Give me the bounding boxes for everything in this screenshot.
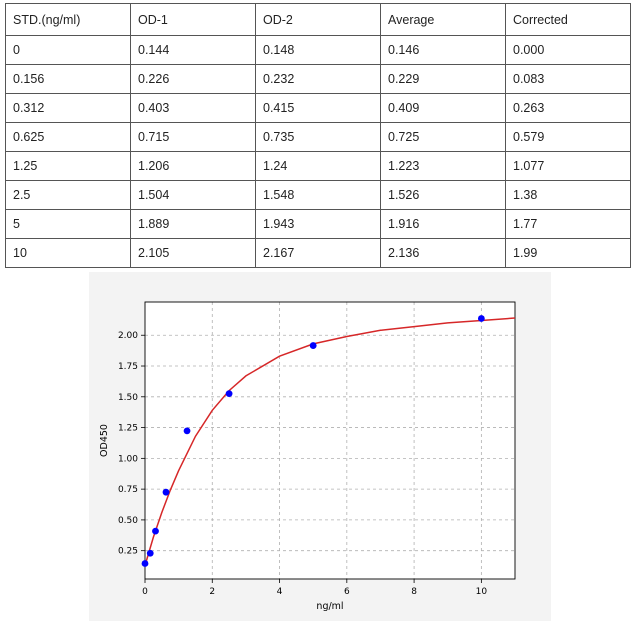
table-cell: 0.715 bbox=[130, 122, 256, 152]
header-cell: OD-1 bbox=[130, 3, 256, 36]
table-cell: 0.312 bbox=[5, 93, 131, 123]
data-point bbox=[183, 427, 191, 435]
data-point bbox=[225, 390, 233, 397]
y-tick-label: 1.00 bbox=[118, 454, 138, 464]
table-cell: 1.943 bbox=[255, 209, 381, 239]
data-point bbox=[141, 560, 149, 567]
table-cell: 1.206 bbox=[130, 151, 256, 181]
y-axis-label: OD450 bbox=[99, 424, 110, 457]
table-row: 0.312 0.403 0.415 0.409 0.263 bbox=[5, 93, 631, 123]
table-cell: 0.415 bbox=[255, 93, 381, 123]
table-cell: 1.526 bbox=[380, 180, 506, 210]
table-cell: 0.083 bbox=[505, 64, 631, 94]
table-cell: 0.725 bbox=[380, 122, 506, 152]
standards-table: STD.(ng/ml) OD-1 OD-2 Average Corrected 0 0.14… bbox=[5, 3, 631, 268]
table-row: 2.5 1.504 1.548 1.526 1.38 bbox=[5, 180, 631, 210]
table-cell: 1.223 bbox=[380, 151, 506, 181]
fit-curve-line bbox=[144, 317, 516, 566]
table-cell: 1.916 bbox=[380, 209, 506, 239]
table-cell: 0.625 bbox=[5, 122, 131, 152]
table-cell: 0.148 bbox=[255, 35, 381, 65]
table-row: 0.625 0.715 0.735 0.725 0.579 bbox=[5, 122, 631, 152]
y-tick-label: 2.00 bbox=[118, 331, 138, 341]
table-row: 1.25 1.206 1.24 1.223 1.077 bbox=[5, 151, 631, 181]
standard-curve-panel: 0 2 4 6 8 10 0.25 0.50 0.75 1.00 1.25 1.50 1.75 2.00 n… bbox=[89, 272, 551, 621]
table-cell: 1.548 bbox=[255, 180, 381, 210]
table-cell: 0.579 bbox=[505, 122, 631, 152]
table-cell: 1.25 bbox=[5, 151, 131, 181]
table-cell: 5 bbox=[5, 209, 131, 239]
table-cell: 0.735 bbox=[255, 122, 381, 152]
y-tick-label: 1.50 bbox=[118, 393, 138, 403]
table-cell: 2.167 bbox=[255, 238, 381, 268]
y-tick-label: 0.25 bbox=[118, 547, 138, 557]
x-tick-label: 4 bbox=[277, 587, 283, 597]
x-tick-label: 6 bbox=[344, 587, 350, 597]
table-cell: 2.5 bbox=[5, 180, 131, 210]
y-tick-label: 0.75 bbox=[118, 485, 138, 495]
table-cell: 0.229 bbox=[380, 64, 506, 94]
x-tick-label: 10 bbox=[476, 587, 488, 597]
table-cell: 10 bbox=[5, 238, 131, 268]
header-cell: Average bbox=[380, 3, 506, 36]
table-cell: 0.156 bbox=[5, 64, 131, 94]
table-cell: 1.077 bbox=[505, 151, 631, 181]
standard-curve-chart: 0 2 4 6 8 10 0.25 0.50 0.75 1.00 1.25 1.50 1.75 2.00 n… bbox=[99, 301, 516, 612]
data-point bbox=[152, 527, 159, 535]
y-tick-label: 1.25 bbox=[118, 424, 138, 434]
table-row: 5 1.889 1.943 1.916 1.77 bbox=[5, 209, 631, 239]
header-cell: STD.(ng/ml) bbox=[5, 3, 131, 36]
y-tick-label: 0.50 bbox=[118, 516, 138, 526]
data-point bbox=[309, 342, 317, 349]
data-point bbox=[162, 488, 170, 496]
table-cell: 1.38 bbox=[505, 180, 631, 210]
table-cell: 2.136 bbox=[380, 238, 506, 268]
table-row: 10 2.105 2.167 2.136 1.99 bbox=[5, 238, 631, 268]
table-cell: 1.889 bbox=[130, 209, 256, 239]
table-row: 0 0.144 0.148 0.146 0.000 bbox=[5, 35, 631, 65]
header-row: STD.(ng/ml) OD-1 OD-2 Average Corrected bbox=[5, 3, 631, 36]
x-tick-label: 2 bbox=[209, 587, 215, 597]
table-cell: 0.226 bbox=[130, 64, 256, 94]
x-tick-label: 8 bbox=[411, 587, 417, 597]
x-axis-label: ng/ml bbox=[316, 601, 343, 612]
table-cell: 0.232 bbox=[255, 64, 381, 94]
table-cell: 1.504 bbox=[130, 180, 256, 210]
table-row: 0.156 0.226 0.232 0.229 0.083 bbox=[5, 64, 631, 94]
table-cell: 1.77 bbox=[505, 209, 631, 239]
data-point bbox=[146, 549, 154, 557]
table-cell: 0.263 bbox=[505, 93, 631, 123]
table-cell: 0.000 bbox=[505, 35, 631, 65]
y-tick-label: 1.75 bbox=[118, 362, 138, 372]
header-cell: Corrected bbox=[505, 3, 631, 36]
table-cell: 0.403 bbox=[130, 93, 256, 123]
x-tick-label: 0 bbox=[142, 587, 148, 597]
table-cell: 1.24 bbox=[255, 151, 381, 181]
table-cell: 1.99 bbox=[505, 238, 631, 268]
table-cell: 0 bbox=[5, 35, 131, 65]
table-cell: 0.146 bbox=[380, 35, 506, 65]
data-point bbox=[477, 315, 485, 322]
header-cell: OD-2 bbox=[255, 3, 381, 36]
plot-area bbox=[145, 302, 515, 579]
table-cell: 2.105 bbox=[130, 238, 256, 268]
table-cell: 0.409 bbox=[380, 93, 506, 123]
plot-frame bbox=[144, 301, 516, 580]
table-cell: 0.144 bbox=[130, 35, 256, 65]
